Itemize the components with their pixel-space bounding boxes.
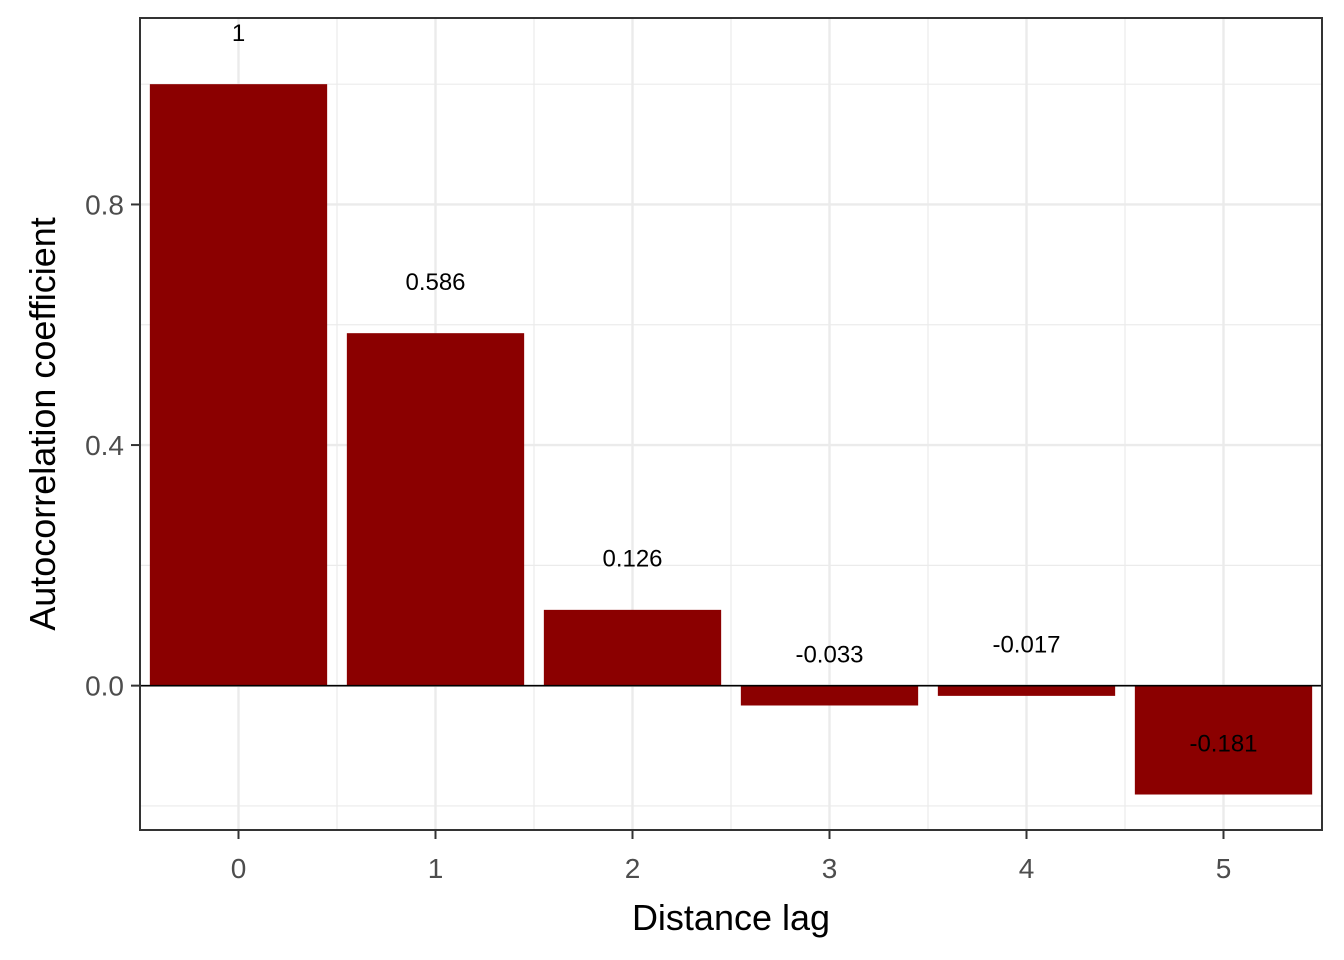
bar-4 — [937, 685, 1116, 696]
y-tick-label: 0.4 — [85, 430, 124, 461]
x-tick-label: 4 — [1019, 853, 1035, 884]
data-label-2: 0.126 — [602, 546, 662, 573]
data-label-0: 1 — [232, 20, 245, 47]
panel-border — [139, 17, 1323, 831]
bars — [149, 84, 1313, 795]
bar-2 — [543, 609, 722, 686]
x-axis: 0 1 2 3 4 5 — [231, 830, 1232, 884]
x-tick-label: 2 — [625, 853, 641, 884]
x-axis-title: Distance lag — [632, 897, 830, 938]
bar-0 — [149, 84, 328, 686]
data-label-5: -0.181 — [1189, 730, 1257, 757]
bar-3 — [740, 685, 919, 706]
x-tick-label: 3 — [822, 853, 838, 884]
data-label-1: 0.586 — [405, 269, 465, 296]
data-label-4: -0.017 — [992, 632, 1060, 659]
data-labels: 1 0.586 0.126 -0.033 -0.017 -0.181 — [232, 20, 1258, 757]
bar-1 — [346, 333, 525, 686]
y-tick-label: 0.0 — [85, 671, 124, 702]
data-label-3: -0.033 — [795, 641, 863, 668]
x-tick-label: 1 — [428, 853, 444, 884]
y-axis-title: Autocorrelation coefficient — [22, 217, 63, 631]
y-tick-label: 0.8 — [85, 189, 124, 220]
x-tick-label: 0 — [231, 853, 247, 884]
y-axis: 0.0 0.4 0.8 — [85, 189, 140, 702]
x-tick-label: 5 — [1216, 853, 1232, 884]
bar-5 — [1134, 685, 1313, 795]
